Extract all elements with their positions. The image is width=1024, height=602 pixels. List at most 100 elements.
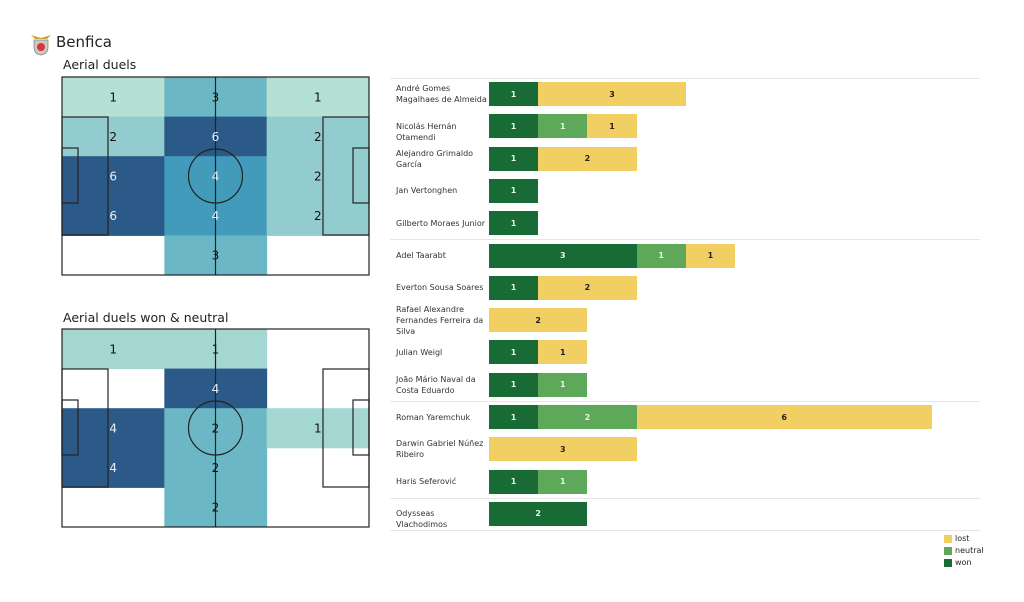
- bar-segment-won: 1: [489, 178, 539, 203]
- heatmap-cell-value: 4: [109, 461, 117, 475]
- bar-segment-won: 1: [489, 82, 539, 106]
- team-name: Benfica: [56, 33, 112, 51]
- bar-segment-neutral: 1: [636, 243, 686, 268]
- heatmap-cell-value: 3: [212, 90, 220, 104]
- heatmap-cell-value: 1: [109, 90, 117, 104]
- bar-segment-lost: 2: [538, 275, 637, 300]
- bar-segment-won: 1: [489, 114, 539, 139]
- heatmap-cell-value: 1: [109, 342, 117, 356]
- heatmap-cell-value: 1: [212, 342, 220, 356]
- player-name: Nicolás Hernán Otamendi: [396, 121, 457, 142]
- heatmap-cell-value: 4: [212, 382, 220, 396]
- heatmap-cell-value: 1: [314, 90, 322, 104]
- heatmap-cell-value: 2: [314, 170, 322, 184]
- legend-swatch: [944, 546, 952, 555]
- legend-item-neutral: neutral: [944, 546, 984, 555]
- bar-segment-won: 1: [489, 211, 539, 236]
- player-name: André Gomes Magalhaes de Almeida: [396, 84, 487, 104]
- heatmap-cell-value: 6: [109, 170, 117, 184]
- bar-segment-won: 1: [489, 146, 539, 171]
- legend-label: neutral: [955, 546, 984, 555]
- player-name: Jan Vertonghen: [396, 186, 458, 196]
- pitch-heatmap-won-neutral: 1 1 4 4 2 1 4 2 2: [61, 328, 370, 528]
- heatmap-cell-value: 1: [314, 422, 322, 436]
- player-name: Gilberto Moraes Junior: [396, 218, 486, 228]
- player-name: Alejandro Grimaldo García: [396, 148, 474, 169]
- bar-segment-lost: 3: [489, 437, 637, 462]
- group-separator: [390, 400, 980, 402]
- legend-label: won: [955, 558, 972, 567]
- bar-segment-won: 3: [489, 243, 637, 268]
- heatmap-cell: [62, 447, 165, 488]
- bar-segment-neutral: 2: [538, 405, 637, 429]
- heatmap-cell: [266, 156, 370, 197]
- pitch-heatmap-aerial-duels: 1 3 1 2 6 2 6 4 2 6 4 2 3: [61, 76, 370, 276]
- heatmap-cell: [62, 408, 165, 449]
- player-name: Odysseas Vlachodimos: [396, 509, 448, 530]
- left-goal-box: [61, 399, 79, 456]
- heatmap-cell: [62, 156, 165, 197]
- bar-segment-won: 1: [489, 340, 539, 365]
- bar-segment-lost: 2: [489, 308, 588, 333]
- player-name: Rafael Alexandre Fernandes Ferreira da S…: [396, 304, 484, 336]
- group-separator: [390, 239, 980, 241]
- bar-segment-neutral: 1: [538, 114, 588, 139]
- heatmap-cell: [62, 116, 165, 157]
- bar-segment-lost: 1: [538, 340, 588, 365]
- heatmap-cell: [266, 77, 370, 118]
- legend-swatch: [944, 534, 952, 543]
- heatmap-cell-value: 2: [314, 209, 322, 223]
- heatmap-cell-value: 4: [212, 170, 220, 184]
- heatmap-cell: [266, 116, 370, 157]
- bar-segment-neutral: 1: [538, 372, 588, 397]
- bar-segment-won: 1: [489, 275, 539, 300]
- heatmap-cell: [62, 195, 165, 236]
- group-separator: [390, 530, 980, 532]
- heatmap-cell-value: 4: [212, 209, 220, 223]
- legend-item-lost: lost: [944, 534, 969, 543]
- heatmap-cell-value: 2: [314, 130, 322, 144]
- bar-segment-won: 1: [489, 469, 539, 494]
- player-name: Roman Yaremchuk: [396, 412, 471, 422]
- group-separator: [390, 497, 980, 499]
- bar-segment-won: 2: [489, 501, 588, 526]
- bar-segment-lost: 6: [636, 405, 932, 429]
- bar-segment-won: 1: [489, 405, 539, 429]
- heatmap-cell: [266, 408, 370, 449]
- heatmap-cell-value: 6: [109, 209, 117, 223]
- player-name: Adel Taarabt: [396, 251, 446, 260]
- bar-segment-lost: 2: [538, 146, 637, 171]
- heatmap-cell-value: 2: [212, 422, 220, 436]
- player-name: Julian Weigl: [396, 347, 443, 357]
- player-name: Darwin Gabriel Núñez Ribeiro: [396, 439, 484, 460]
- heatmap-cell-value: 4: [109, 422, 117, 436]
- heatmap-cell-value: 2: [212, 461, 220, 475]
- heatmap-cell: [266, 195, 370, 236]
- heatmap-cell-value: 6: [212, 130, 220, 144]
- heatmap-title-aerial-duels: Aerial duels: [63, 57, 137, 72]
- bar-segment-won: 1: [489, 372, 539, 397]
- right-goal-box: [352, 399, 370, 456]
- bar-segment-neutral: 1: [538, 469, 588, 494]
- group-separator: [390, 78, 980, 79]
- right-goal-box: [352, 147, 370, 204]
- player-name: Haris Seferović: [396, 477, 457, 487]
- legend-label: lost: [955, 534, 970, 543]
- center-circle: [187, 400, 244, 456]
- bar-segment-lost: 1: [685, 243, 735, 268]
- legend-swatch: [944, 558, 952, 567]
- left-goal-box: [61, 147, 79, 204]
- heatmap-cell-value: 3: [212, 249, 220, 263]
- player-name: Everton Sousa Soares: [396, 283, 484, 293]
- legend-item-won: won: [944, 558, 972, 567]
- heatmap-cell-value: 2: [109, 130, 117, 144]
- center-circle: [187, 148, 244, 204]
- heatmap-cell: [62, 77, 165, 118]
- benfica-crest-logo: [31, 35, 51, 56]
- heatmap-cell-value: 2: [212, 501, 220, 515]
- bar-segment-lost: 1: [587, 114, 637, 139]
- heatmap-title-won-neutral: Aerial duels won & neutral: [63, 310, 229, 325]
- bar-segment-lost: 3: [538, 82, 686, 106]
- heatmap-cell: [62, 329, 165, 370]
- player-name: João Mário Naval da Costa Eduardo: [396, 374, 476, 395]
